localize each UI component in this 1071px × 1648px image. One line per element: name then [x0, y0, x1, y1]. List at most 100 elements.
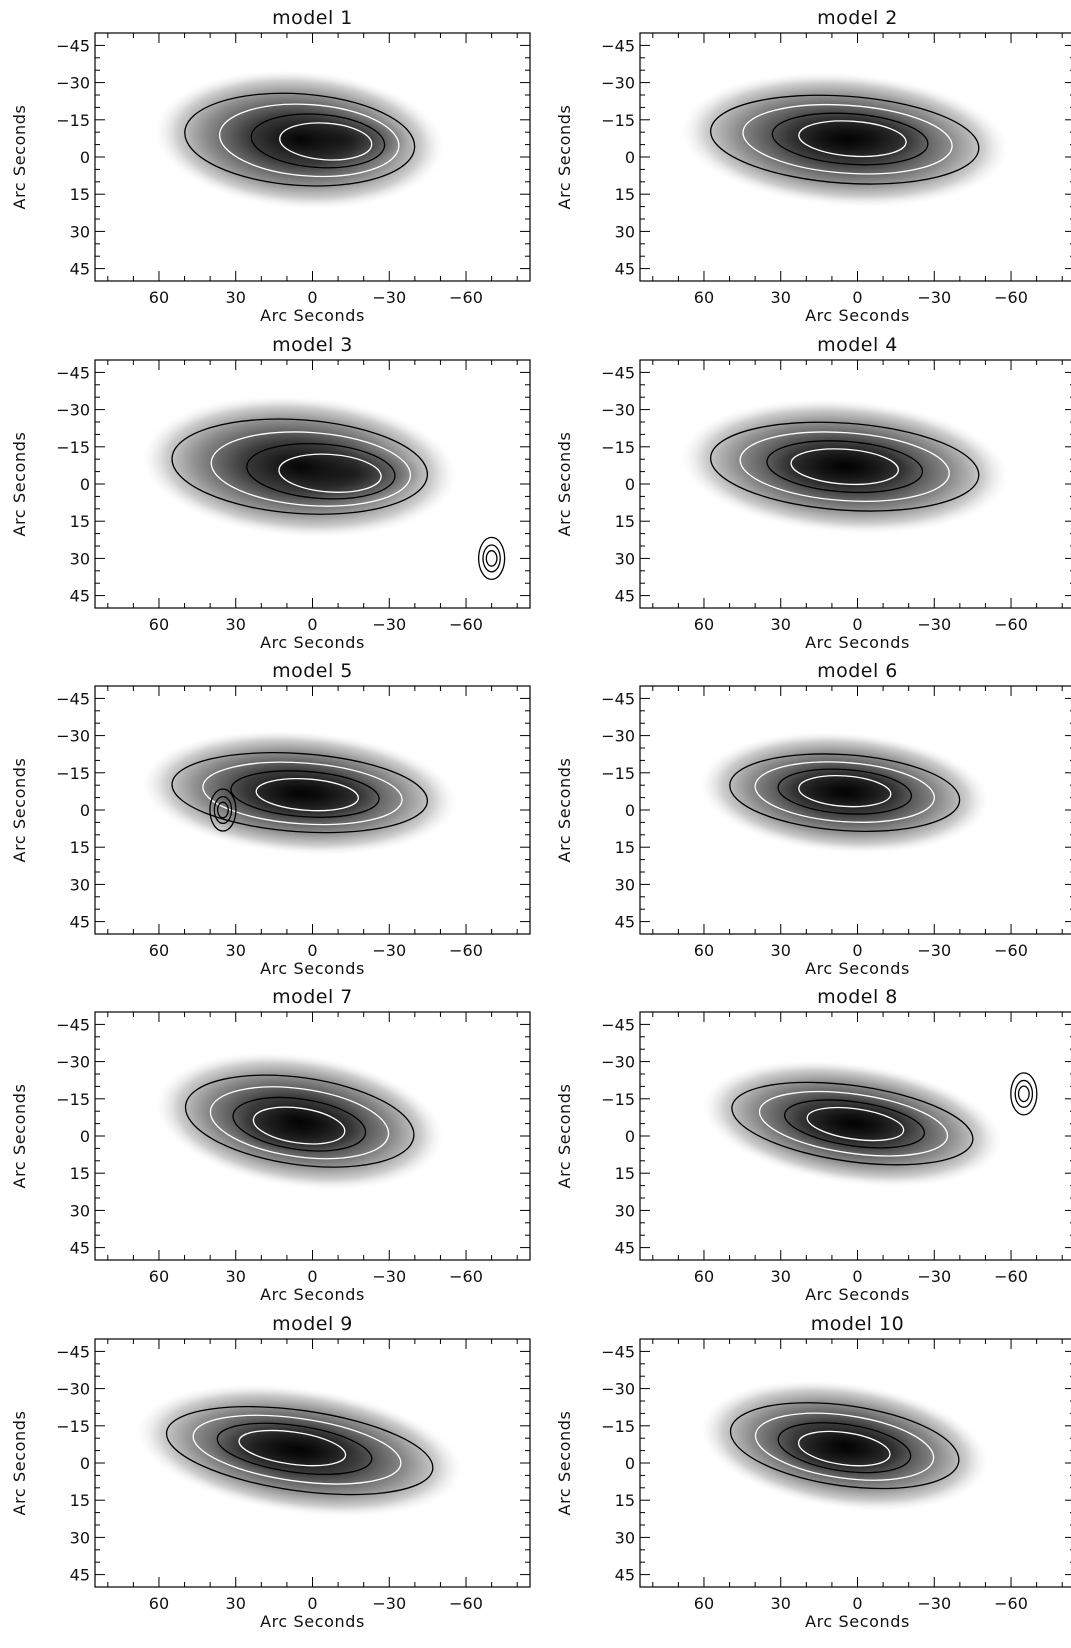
y-tick-label: −15 — [601, 111, 635, 130]
ticks — [640, 685, 1071, 935]
emission-image — [142, 730, 458, 855]
panel-8: 60 30 0 −30 −60 −45 −30 −15 0 15 30 45 model 8 Arc Se… — [555, 986, 1071, 1304]
contour-line — [742, 103, 953, 175]
y-tick-label: 30 — [70, 222, 90, 241]
x-tick-label: 0 — [307, 288, 317, 307]
x-tick-label: 0 — [307, 1594, 317, 1613]
x-axis-label: Arc Seconds — [260, 959, 365, 978]
y-tick-label: 45 — [615, 587, 635, 606]
x-tick-label: −30 — [917, 1594, 951, 1613]
contour-line — [777, 1422, 912, 1474]
contour-line — [278, 453, 382, 493]
y-axis-label: Arc Seconds — [10, 432, 29, 537]
contours — [731, 1072, 1038, 1166]
emission-image — [702, 1060, 1003, 1187]
panel-9: 60 30 0 −30 −60 −45 −30 −15 0 15 30 45 model 9 Arc Se… — [10, 1313, 531, 1631]
y-tick-label: 45 — [70, 913, 90, 932]
y-tick-label: 15 — [70, 1164, 90, 1183]
x-tick-label: −60 — [994, 941, 1028, 960]
panel-1: 60 30 0 −30 −60 −45 −30 −15 0 15 30 45 model 1 Arc Se… — [10, 7, 531, 325]
y-tick-label: 15 — [615, 1491, 635, 1510]
x-tick-label: 30 — [226, 1267, 246, 1286]
y-axis-label: Arc Seconds — [555, 1084, 574, 1189]
panel-10: 60 30 0 −30 −60 −45 −30 −15 0 15 30 45 model 10 Arc S… — [555, 1313, 1071, 1631]
x-tick-label: 60 — [694, 1594, 714, 1613]
panel-2: 60 30 0 −30 −60 −45 −30 −15 0 15 30 45 model 2 Arc Se… — [555, 7, 1071, 325]
x-tick-label: −30 — [917, 615, 951, 634]
y-tick-label: 0 — [80, 1127, 90, 1146]
y-tick-label: 0 — [80, 1454, 90, 1473]
contour-line — [232, 1096, 367, 1152]
contours — [171, 752, 429, 834]
y-tick-label: 30 — [615, 1528, 635, 1547]
contours — [729, 753, 961, 832]
y-tick-label: −15 — [601, 764, 635, 783]
panel-title: model 2 — [817, 7, 898, 29]
y-tick-label: −30 — [601, 1380, 635, 1399]
contour-line — [171, 418, 429, 515]
y-tick-label: 30 — [70, 1528, 90, 1547]
contour-line — [210, 431, 412, 507]
panel-title: model 5 — [272, 660, 353, 682]
emission-core — [277, 115, 409, 164]
contours — [729, 1402, 960, 1490]
y-tick-label: 30 — [615, 549, 635, 568]
contour-line — [477, 536, 506, 581]
y-tick-label: 45 — [70, 1239, 90, 1258]
ticks — [95, 1338, 530, 1588]
contour-line — [1010, 1072, 1038, 1116]
y-axis-label: Arc Seconds — [10, 105, 29, 210]
x-tick-label: 60 — [149, 288, 169, 307]
y-tick-label: 45 — [615, 1566, 635, 1585]
y-tick-label: −30 — [601, 74, 635, 93]
x-tick-label: −30 — [917, 1267, 951, 1286]
panel-title: model 9 — [272, 1313, 353, 1335]
emission-image — [136, 1384, 463, 1517]
y-tick-label: −45 — [56, 1342, 90, 1361]
y-tick-label: −15 — [56, 111, 90, 130]
x-tick-label: 30 — [771, 941, 791, 960]
ticks — [95, 359, 530, 609]
y-tick-label: −30 — [56, 1053, 90, 1072]
contour-line — [213, 795, 233, 825]
ticks — [95, 685, 530, 935]
contour-line — [171, 752, 429, 834]
y-tick-label: 15 — [70, 838, 90, 857]
x-tick-label: 30 — [226, 288, 246, 307]
x-tick-label: −30 — [372, 1267, 406, 1286]
panel-title: model 7 — [272, 986, 353, 1008]
y-tick-label: −45 — [56, 1015, 90, 1034]
y-tick-label: 0 — [80, 475, 90, 494]
contour-line — [216, 1422, 373, 1475]
y-tick-label: 45 — [70, 260, 90, 279]
x-tick-label: −30 — [917, 941, 951, 960]
y-tick-label: 30 — [70, 875, 90, 894]
emission-image — [680, 72, 1009, 207]
contour-line — [252, 1106, 346, 1145]
x-axis-label: Arc Seconds — [805, 633, 910, 652]
y-axis-label: Arc Seconds — [10, 1084, 29, 1189]
x-tick-label: 0 — [852, 288, 862, 307]
contour-line — [250, 113, 386, 169]
contour-line — [184, 1074, 415, 1168]
y-tick-label: 30 — [615, 222, 635, 241]
y-tick-label: 45 — [615, 913, 635, 932]
x-tick-label: 30 — [226, 615, 246, 634]
contour-line — [729, 753, 961, 832]
contour-line — [739, 431, 950, 502]
y-tick-label: −45 — [56, 363, 90, 382]
contours — [171, 418, 506, 581]
y-tick-label: 15 — [615, 185, 635, 204]
contour-line — [485, 550, 498, 567]
emission-image — [680, 399, 1009, 534]
panel-title: model 1 — [272, 7, 353, 29]
y-tick-label: −15 — [601, 1090, 635, 1109]
x-tick-label: 0 — [852, 615, 862, 634]
contour-line — [731, 1081, 974, 1166]
x-tick-label: 60 — [149, 941, 169, 960]
contours — [710, 94, 980, 185]
y-tick-label: 0 — [625, 1127, 635, 1146]
ticks — [95, 32, 530, 282]
panel-3: 60 30 0 −30 −60 −45 −30 −15 0 15 30 45 model 3 Arc Se… — [10, 334, 531, 652]
